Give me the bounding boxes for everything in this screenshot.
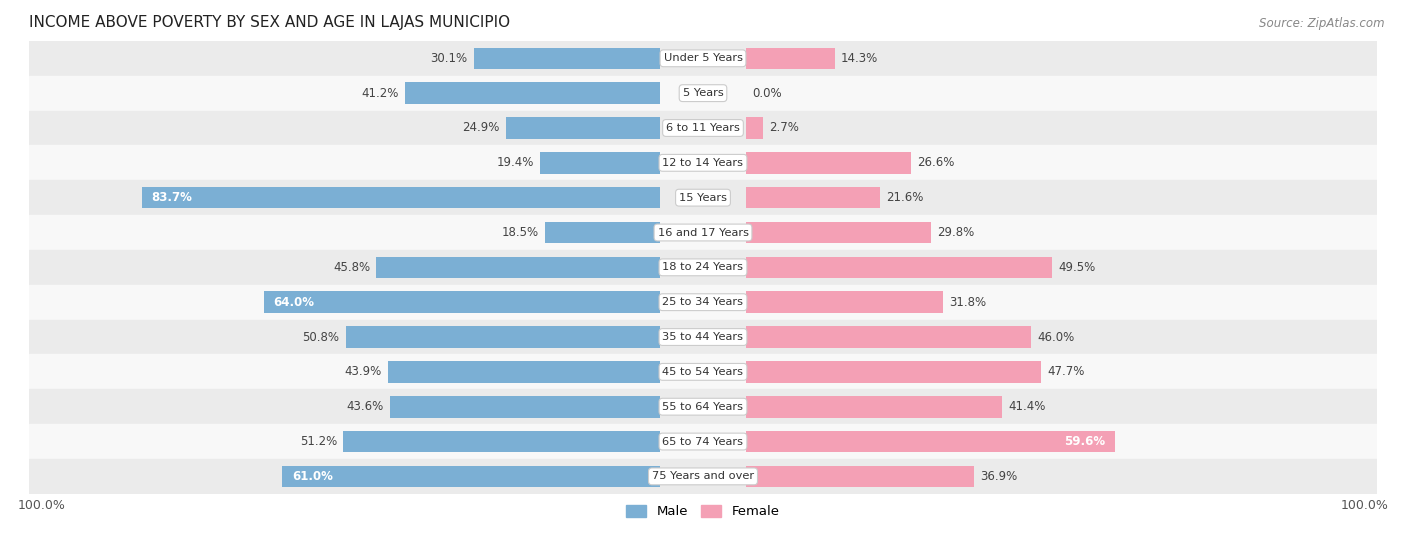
Text: 21.6%: 21.6% bbox=[886, 191, 924, 204]
Bar bbox=[546, 222, 659, 243]
Bar bbox=[30, 285, 1376, 320]
Bar bbox=[30, 75, 1376, 111]
Text: 75 Years and over: 75 Years and over bbox=[652, 471, 754, 481]
Bar bbox=[747, 117, 763, 139]
Text: 65 to 74 Years: 65 to 74 Years bbox=[662, 437, 744, 447]
Text: 83.7%: 83.7% bbox=[152, 191, 193, 204]
Text: 25 to 34 Years: 25 to 34 Years bbox=[662, 297, 744, 307]
Text: 46.0%: 46.0% bbox=[1038, 330, 1074, 344]
Text: 41.2%: 41.2% bbox=[361, 87, 399, 100]
Bar bbox=[747, 187, 880, 209]
Text: 55 to 64 Years: 55 to 64 Years bbox=[662, 402, 744, 412]
Bar bbox=[474, 48, 659, 69]
Bar bbox=[747, 396, 1002, 418]
Text: 2.7%: 2.7% bbox=[769, 121, 799, 135]
Text: 18 to 24 Years: 18 to 24 Years bbox=[662, 262, 744, 272]
Text: 45.8%: 45.8% bbox=[333, 261, 370, 274]
Text: Source: ZipAtlas.com: Source: ZipAtlas.com bbox=[1260, 17, 1385, 30]
Bar bbox=[30, 111, 1376, 145]
Bar bbox=[283, 466, 659, 487]
Bar bbox=[506, 117, 659, 139]
Bar bbox=[142, 187, 659, 209]
Text: 51.2%: 51.2% bbox=[299, 435, 337, 448]
Text: 29.8%: 29.8% bbox=[936, 226, 974, 239]
Text: 26.6%: 26.6% bbox=[917, 157, 955, 169]
Text: 41.4%: 41.4% bbox=[1008, 400, 1046, 413]
Bar bbox=[30, 250, 1376, 285]
Bar bbox=[346, 326, 659, 348]
Text: Under 5 Years: Under 5 Years bbox=[664, 53, 742, 63]
Bar bbox=[388, 361, 659, 383]
Bar bbox=[389, 396, 659, 418]
Text: 59.6%: 59.6% bbox=[1064, 435, 1105, 448]
Bar bbox=[30, 424, 1376, 459]
Bar bbox=[264, 291, 659, 313]
Text: 14.3%: 14.3% bbox=[841, 52, 879, 65]
Bar bbox=[343, 431, 659, 452]
Text: 19.4%: 19.4% bbox=[496, 157, 533, 169]
Text: 47.7%: 47.7% bbox=[1047, 366, 1085, 378]
Text: 35 to 44 Years: 35 to 44 Years bbox=[662, 332, 744, 342]
Bar bbox=[30, 459, 1376, 494]
Text: 30.1%: 30.1% bbox=[430, 52, 467, 65]
Text: 43.6%: 43.6% bbox=[347, 400, 384, 413]
Text: 0.0%: 0.0% bbox=[752, 87, 782, 100]
Bar bbox=[30, 41, 1376, 75]
Bar bbox=[747, 152, 911, 174]
Bar bbox=[405, 82, 659, 104]
Text: 61.0%: 61.0% bbox=[292, 470, 333, 483]
Text: 6 to 11 Years: 6 to 11 Years bbox=[666, 123, 740, 133]
Text: INCOME ABOVE POVERTY BY SEX AND AGE IN LAJAS MUNICIPIO: INCOME ABOVE POVERTY BY SEX AND AGE IN L… bbox=[30, 15, 510, 30]
Text: 31.8%: 31.8% bbox=[949, 296, 986, 309]
Text: 43.9%: 43.9% bbox=[344, 366, 382, 378]
Bar bbox=[540, 152, 659, 174]
Bar bbox=[30, 389, 1376, 424]
Bar bbox=[747, 431, 1115, 452]
Text: 12 to 14 Years: 12 to 14 Years bbox=[662, 158, 744, 168]
Bar bbox=[747, 361, 1042, 383]
Bar bbox=[747, 48, 835, 69]
Text: 45 to 54 Years: 45 to 54 Years bbox=[662, 367, 744, 377]
Text: 24.9%: 24.9% bbox=[463, 121, 499, 135]
Text: 50.8%: 50.8% bbox=[302, 330, 339, 344]
Bar bbox=[30, 180, 1376, 215]
Bar bbox=[747, 257, 1053, 278]
Text: 16 and 17 Years: 16 and 17 Years bbox=[658, 228, 748, 238]
Bar bbox=[30, 354, 1376, 389]
Text: 18.5%: 18.5% bbox=[502, 226, 538, 239]
Text: 49.5%: 49.5% bbox=[1059, 261, 1095, 274]
Text: 15 Years: 15 Years bbox=[679, 193, 727, 203]
Bar bbox=[30, 145, 1376, 180]
Bar bbox=[747, 466, 974, 487]
Bar bbox=[377, 257, 659, 278]
Bar bbox=[747, 291, 943, 313]
Text: 64.0%: 64.0% bbox=[273, 296, 314, 309]
Bar bbox=[30, 320, 1376, 354]
Text: 36.9%: 36.9% bbox=[980, 470, 1018, 483]
Bar bbox=[30, 215, 1376, 250]
Legend: Male, Female: Male, Female bbox=[621, 499, 785, 523]
Text: 5 Years: 5 Years bbox=[683, 88, 723, 98]
Bar bbox=[747, 222, 931, 243]
Bar bbox=[747, 326, 1031, 348]
